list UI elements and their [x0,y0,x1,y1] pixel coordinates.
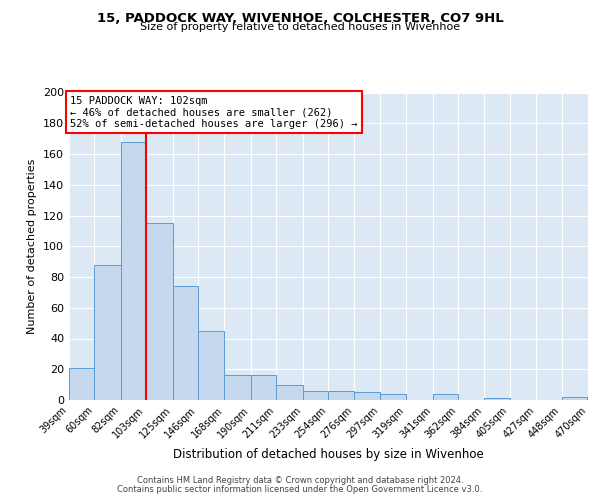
Bar [224,376,251,400]
Bar [146,223,173,400]
Bar [198,331,224,400]
X-axis label: Distribution of detached houses by size in Wivenhoe: Distribution of detached houses by size … [173,448,484,461]
Bar [355,392,380,400]
Bar [484,398,510,400]
Text: 15, PADDOCK WAY, WIVENHOE, COLCHESTER, CO7 9HL: 15, PADDOCK WAY, WIVENHOE, COLCHESTER, C… [97,12,503,26]
Bar [276,384,302,400]
Bar [328,391,355,400]
Text: 15 PADDOCK WAY: 102sqm
← 46% of detached houses are smaller (262)
52% of semi-de: 15 PADDOCK WAY: 102sqm ← 46% of detached… [70,96,358,129]
Bar [251,376,276,400]
Bar [69,368,94,400]
Text: Size of property relative to detached houses in Wivenhoe: Size of property relative to detached ho… [140,22,460,32]
Bar [173,286,198,400]
Text: Contains HM Land Registry data © Crown copyright and database right 2024.: Contains HM Land Registry data © Crown c… [137,476,463,485]
Bar [94,264,121,400]
Bar [302,391,328,400]
Bar [380,394,406,400]
Y-axis label: Number of detached properties: Number of detached properties [28,158,37,334]
Bar [562,397,587,400]
Text: Contains public sector information licensed under the Open Government Licence v3: Contains public sector information licen… [118,485,482,494]
Bar [121,142,146,400]
Bar [433,394,458,400]
